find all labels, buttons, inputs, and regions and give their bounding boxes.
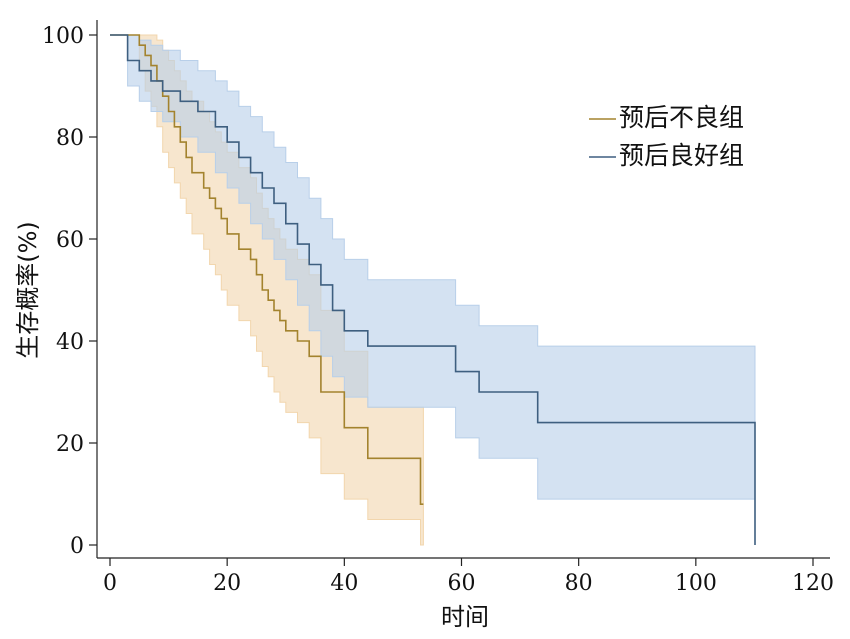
y-tick-label: 80 bbox=[56, 126, 84, 151]
legend-label-2: 预后良好组 bbox=[619, 141, 744, 170]
x-tick-label: 20 bbox=[213, 571, 241, 596]
x-tick-label: 80 bbox=[565, 571, 593, 596]
survival-curve-2 bbox=[110, 34, 756, 545]
y-tick-label: 0 bbox=[70, 534, 84, 559]
x-tick-label: 40 bbox=[330, 571, 358, 596]
survival-curves bbox=[110, 34, 756, 545]
x-tick-label: 120 bbox=[792, 571, 834, 596]
axes: 0 20 40 60 80 100 0 20 40 60 80 100 120 bbox=[42, 20, 834, 596]
x-axis-title: 时间 bbox=[441, 603, 489, 631]
y-tick-label: 40 bbox=[56, 330, 84, 355]
y-ticks: 0 20 40 60 80 100 bbox=[42, 24, 97, 559]
y-axis-title: 生存概率(%) bbox=[14, 221, 42, 359]
x-tick-label: 60 bbox=[448, 571, 476, 596]
x-ticks: 0 20 40 60 80 100 120 bbox=[103, 558, 834, 596]
survival-curve-1 bbox=[110, 34, 424, 505]
y-tick-label: 60 bbox=[56, 228, 84, 253]
x-tick-label: 100 bbox=[675, 571, 717, 596]
y-tick-label: 100 bbox=[42, 24, 84, 49]
legend-label-1: 预后不良组 bbox=[619, 103, 744, 132]
y-tick-label: 20 bbox=[56, 432, 84, 457]
x-tick-label: 0 bbox=[103, 571, 117, 596]
